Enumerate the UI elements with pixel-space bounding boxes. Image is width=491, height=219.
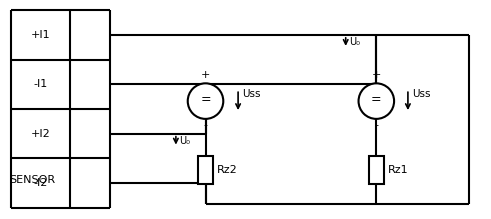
Bar [198, 156, 213, 184]
Text: Rz2: Rz2 [217, 165, 238, 175]
Text: -I2: -I2 [33, 178, 48, 188]
Text: -I1: -I1 [33, 79, 48, 89]
Text: -: - [203, 120, 208, 130]
Text: +: + [372, 70, 381, 80]
Text: =: = [200, 93, 211, 106]
Circle shape [358, 83, 394, 119]
Text: +I2: +I2 [31, 129, 51, 139]
Text: Rz1: Rz1 [388, 165, 409, 175]
Text: Uss: Uss [412, 89, 431, 99]
Text: +: + [201, 70, 210, 80]
Text: Uss: Uss [242, 89, 261, 99]
Text: U₀: U₀ [179, 136, 190, 146]
Text: U₀: U₀ [349, 37, 360, 47]
Text: +I1: +I1 [31, 30, 51, 40]
Bar [369, 156, 384, 184]
Circle shape [188, 83, 223, 119]
Text: =: = [371, 93, 382, 106]
Text: -: - [374, 120, 379, 130]
Text: SENSOR: SENSOR [10, 175, 56, 185]
